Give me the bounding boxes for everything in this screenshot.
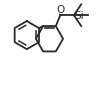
Text: Si: Si bbox=[74, 11, 84, 21]
Text: O: O bbox=[56, 5, 64, 15]
